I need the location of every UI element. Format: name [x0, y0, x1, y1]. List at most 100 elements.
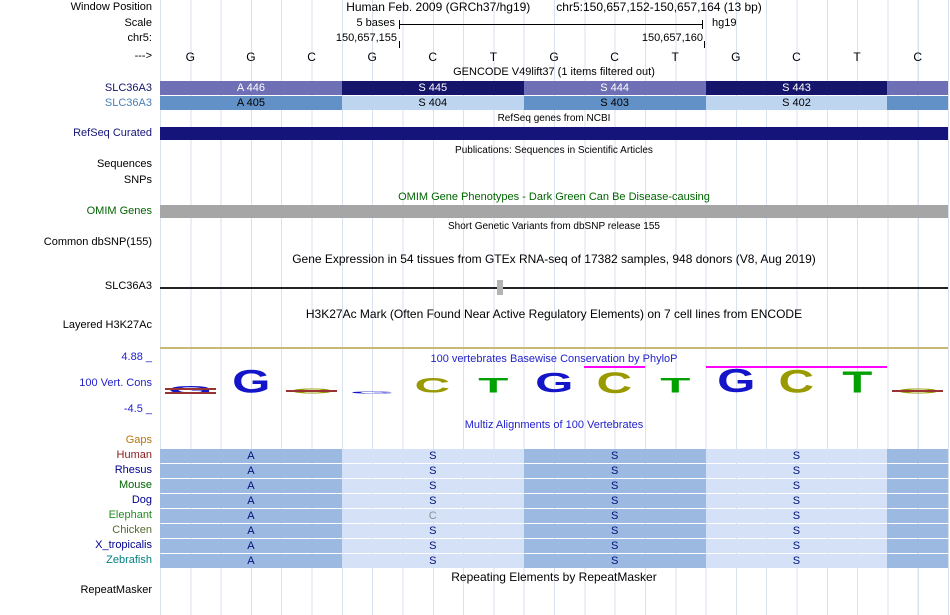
repeatmasker-track-header: Repeating Elements by RepeatMasker — [451, 570, 657, 584]
alignment-letter: S — [610, 465, 619, 477]
ruler-coordinate-right: 150,657,160 — [641, 32, 703, 44]
gene-codon-segment[interactable]: S 444 — [523, 81, 706, 95]
chrom-label: chr5: — [127, 32, 152, 44]
multiz-track-header: Multiz Alignments of 100 Vertebrates — [464, 419, 644, 431]
conservation-track-header: 100 vertebrates Basewise Conservation by… — [430, 353, 678, 365]
alignment-letter: S — [429, 540, 437, 552]
gene-codon-segment[interactable]: S 402 — [705, 96, 888, 110]
phylop-negative-line — [165, 388, 216, 390]
strand-arrow-label: ---> — [134, 50, 152, 62]
gtex-gene-label[interactable]: SLC36A3 — [104, 280, 152, 292]
ruler-tick-left — [399, 41, 400, 48]
gene-row-2[interactable]: A 405 S 404 S 403 S 402 — [160, 96, 948, 110]
alignment-letter: A — [247, 555, 255, 567]
gene-codon-segment[interactable]: A 405 — [160, 96, 342, 110]
species-label-rhesus[interactable]: Rhesus — [114, 464, 152, 476]
omim-track-header: OMIM Gene Phenotypes - Dark Green Can Be… — [398, 191, 710, 203]
base-letter: G — [549, 50, 559, 64]
multiz-band — [887, 524, 948, 538]
multiz-band — [887, 479, 948, 493]
logo-letter-c: C — [414, 374, 451, 399]
ruler-tick-right — [704, 41, 705, 48]
gene-row-1[interactable]: A 446 S 445 S 444 S 443 — [160, 81, 948, 95]
multiz-band — [523, 464, 706, 478]
alignment-letter: S — [792, 495, 801, 507]
base-letter: C — [428, 50, 438, 64]
refseq-gene-bar[interactable] — [160, 127, 948, 140]
sequences-track-label[interactable]: Sequences — [96, 158, 152, 170]
alignment-letter: S — [792, 465, 801, 477]
multiz-band — [887, 494, 948, 508]
refseq-curated-label[interactable]: RefSeq Curated — [73, 127, 152, 139]
gene-codon-segment[interactable]: S 445 — [341, 81, 524, 95]
multiz-band — [523, 539, 706, 553]
alignment-letter: S — [610, 540, 619, 552]
species-label-zebrafish[interactable]: Zebrafish — [106, 554, 152, 566]
omim-gene-bar[interactable] — [160, 205, 948, 218]
scale-bases-text: 5 bases — [356, 17, 395, 29]
logo-letter-t: T — [842, 365, 873, 400]
phylop-clip-line — [705, 366, 888, 368]
gene-codon-segment[interactable]: S 403 — [523, 96, 706, 110]
gencode-transcript2-label[interactable]: SLC36A3 — [104, 97, 152, 109]
logo-letter-g: G — [716, 362, 755, 401]
alignment-letter: S — [429, 525, 437, 537]
alignment-letter: S — [610, 510, 619, 522]
publications-track-header: Publications: Sequences in Scientific Ar… — [455, 145, 653, 156]
multiz-band — [523, 524, 706, 538]
omim-genes-label[interactable]: OMIM Genes — [86, 205, 152, 217]
h3k27ac-track-label[interactable]: Layered H3K27Ac — [62, 319, 152, 331]
species-label-chicken[interactable]: Chicken — [112, 524, 152, 536]
multiz-band — [705, 524, 888, 538]
gene-codon-segment[interactable]: A 446 — [160, 81, 342, 95]
gtex-expression-bar[interactable] — [497, 280, 503, 295]
phylop-clip-line — [584, 366, 645, 368]
base-letter: T — [671, 50, 679, 64]
multiz-band — [160, 524, 342, 538]
alignment-letter: S — [429, 465, 437, 477]
conservation-track-label[interactable]: 100 Vert. Cons — [79, 377, 152, 389]
gene-codon-segment[interactable]: S 404 — [341, 96, 524, 110]
gencode-transcript1-label[interactable]: SLC36A3 — [104, 82, 152, 94]
logo-letter-g: G — [231, 364, 271, 401]
genome-build-text: hg19 — [712, 17, 737, 29]
multiz-band — [523, 479, 706, 493]
phylop-negative-line — [892, 390, 943, 392]
conservation-max-label: 4.88 _ — [121, 351, 152, 363]
dbsnp-track-label[interactable]: Common dbSNP(155) — [43, 236, 152, 248]
repeatmasker-track-label[interactable]: RepeatMasker — [80, 584, 152, 596]
species-label-human[interactable]: Human — [116, 449, 152, 461]
gaps-row-label[interactable]: Gaps — [125, 434, 152, 446]
alignment-letter: S — [610, 525, 619, 537]
alignment-letter: S — [792, 555, 801, 567]
base-letter: C — [610, 50, 619, 64]
alignment-letter: S — [610, 480, 619, 492]
alignment-letter: S — [429, 555, 437, 567]
alignment-letter: A — [247, 465, 255, 477]
alignment-letter: A — [247, 510, 255, 522]
multiz-band — [341, 494, 524, 508]
gene-codon-segment[interactable]: S 443 — [705, 81, 888, 95]
species-label-dog[interactable]: Dog — [131, 494, 152, 506]
multiz-band — [705, 479, 888, 493]
gene-codon-segment[interactable] — [887, 81, 948, 95]
species-label-x_tropicalis[interactable]: X_tropicalis — [95, 539, 152, 551]
species-label-mouse[interactable]: Mouse — [118, 479, 152, 491]
multiz-band — [341, 554, 524, 568]
snps-track-label[interactable]: SNPs — [123, 174, 152, 186]
species-label-elephant[interactable]: Elephant — [108, 509, 152, 521]
gtex-gene-line[interactable] — [160, 287, 948, 289]
alignment-letter: S — [610, 450, 619, 462]
gene-codon-segment[interactable] — [887, 96, 948, 110]
alignment-letter: S — [610, 495, 619, 507]
